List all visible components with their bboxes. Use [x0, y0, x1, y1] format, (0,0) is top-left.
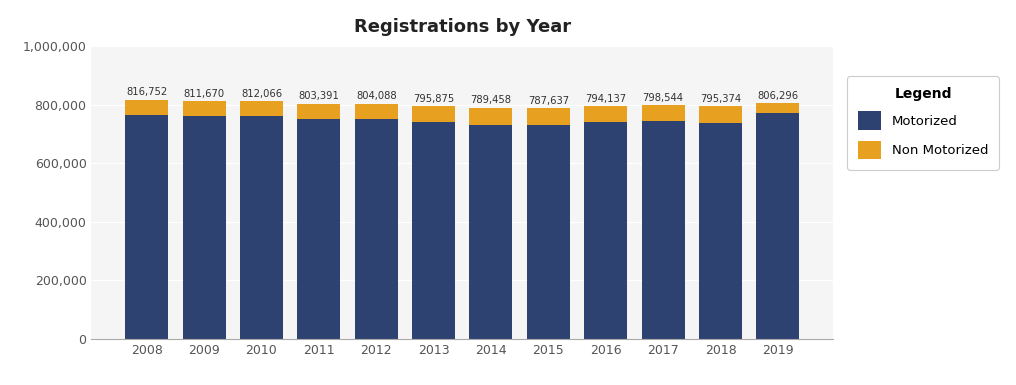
Bar [641, 121, 685, 339]
Bar [756, 114, 800, 339]
Bar [469, 125, 512, 339]
Bar [641, 105, 685, 121]
Bar [240, 116, 283, 339]
Bar [298, 104, 340, 119]
Text: 795,875: 795,875 [412, 94, 454, 104]
Bar [240, 101, 283, 116]
Bar [355, 104, 397, 119]
Text: 811,670: 811,670 [184, 89, 225, 99]
Bar [527, 108, 570, 125]
Legend: Motorized, Non Motorized: Motorized, Non Motorized [847, 76, 999, 170]
Text: 789,458: 789,458 [470, 95, 511, 105]
Text: 816,752: 816,752 [126, 87, 168, 97]
Bar [756, 103, 800, 114]
Text: 795,374: 795,374 [700, 94, 741, 104]
Bar [298, 119, 340, 339]
Bar [125, 100, 169, 115]
Bar [584, 106, 627, 122]
Bar [699, 123, 742, 339]
Bar [469, 108, 512, 125]
Bar [183, 101, 226, 116]
Text: 787,637: 787,637 [527, 96, 569, 106]
Bar [183, 116, 226, 339]
Text: 804,088: 804,088 [356, 91, 396, 101]
Text: 803,391: 803,391 [299, 91, 339, 101]
Bar [412, 106, 455, 122]
Bar [699, 106, 742, 123]
Bar [584, 122, 627, 339]
Text: 812,066: 812,066 [241, 89, 282, 99]
Bar [412, 122, 455, 339]
Bar [527, 125, 570, 339]
Text: 806,296: 806,296 [757, 90, 799, 100]
Bar [125, 115, 169, 339]
Text: 798,544: 798,544 [643, 93, 684, 103]
Bar [355, 119, 397, 339]
Text: 794,137: 794,137 [585, 94, 626, 104]
Title: Registrations by Year: Registrations by Year [354, 18, 571, 36]
